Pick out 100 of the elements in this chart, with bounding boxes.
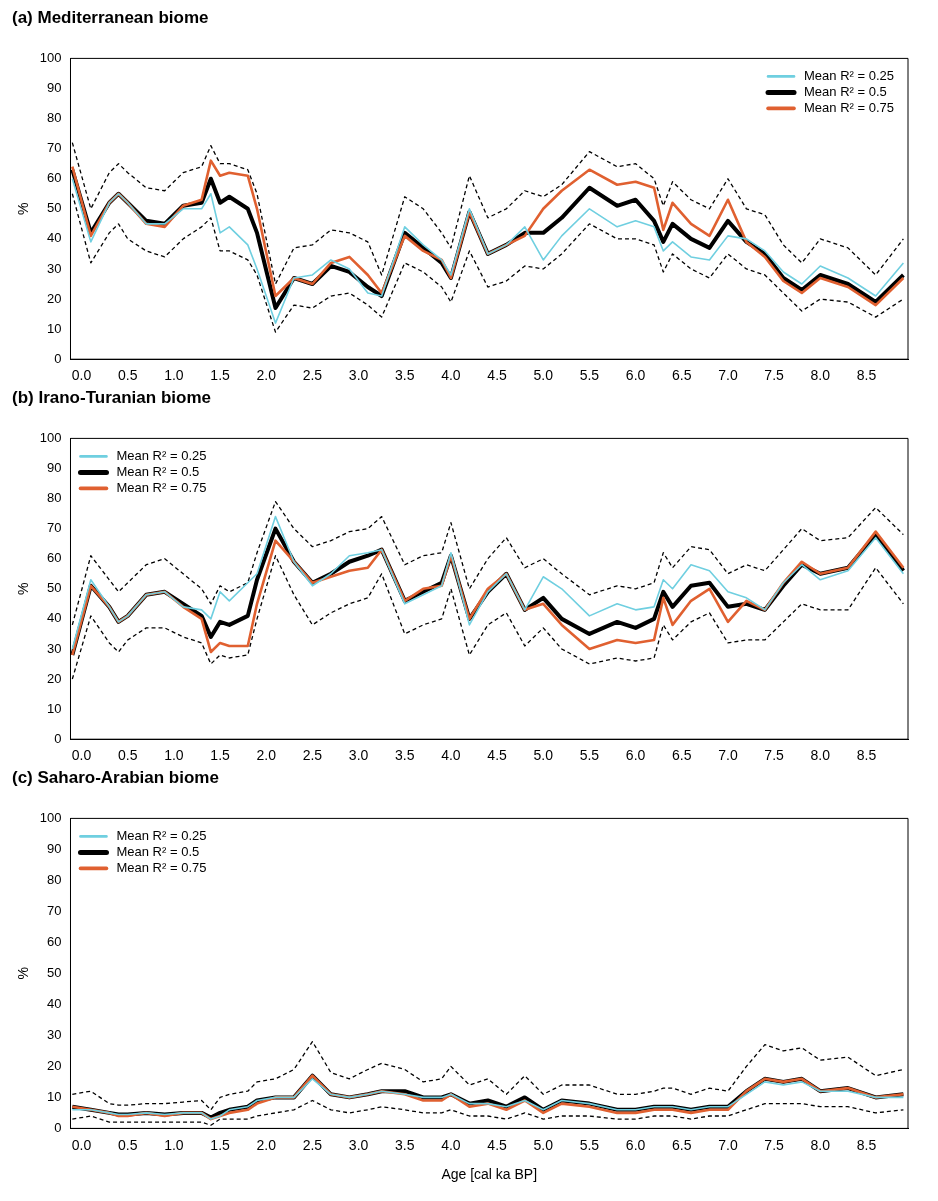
x-tick-label: 4.5 <box>487 367 508 384</box>
y-tick-label: 60 <box>47 170 62 186</box>
y-tick-label: 0 <box>54 730 62 746</box>
x-tick-label: 5.0 <box>533 367 554 384</box>
y-tick-label: 30 <box>47 260 62 276</box>
y-tick-label: 0 <box>54 350 62 366</box>
x-tick-label: 3.0 <box>348 1136 369 1153</box>
x-tick-label: 3.5 <box>395 367 415 384</box>
x-tick-label: 4.0 <box>441 1136 461 1153</box>
x-tick-label: 5.0 <box>533 1136 554 1153</box>
x-tick-label: 0.5 <box>118 367 138 384</box>
y-tick-label: 80 <box>47 490 62 506</box>
y-tick-label: 40 <box>47 610 62 626</box>
x-tick-label: 6.0 <box>625 367 646 384</box>
x-tick-label: 0.0 <box>71 367 92 384</box>
legend-label: Mean R² = 0.75 <box>116 479 207 495</box>
x-tick-label: 1.0 <box>164 1136 184 1153</box>
x-tick-label: 1.0 <box>164 367 184 384</box>
x-tick-label: 2.5 <box>302 367 323 384</box>
y-tick-label: 60 <box>47 933 62 949</box>
legend-label: Mean R² = 0.75 <box>804 99 894 115</box>
legend-label: Mean R² = 0.25 <box>116 447 207 463</box>
x-tick-label: 2.0 <box>256 1136 277 1153</box>
x-tick-label: 5.5 <box>579 1136 600 1153</box>
x-tick-label: 4.5 <box>487 1136 508 1153</box>
x-tick-label: 5.5 <box>579 367 600 384</box>
x-tick-label: 8.5 <box>856 1136 877 1153</box>
x-axis-title: Age [cal ka BP] <box>441 1166 538 1183</box>
y-tick-label: 50 <box>47 964 62 980</box>
y-tick-label: 90 <box>47 460 62 476</box>
y-tick-label: 20 <box>47 1057 62 1073</box>
x-tick-label: 7.5 <box>764 1136 785 1153</box>
y-tick-label: 90 <box>47 80 62 96</box>
y-tick-label: 0 <box>54 1119 62 1135</box>
y-tick-label: 20 <box>47 290 62 306</box>
y-tick-label: 60 <box>47 550 62 566</box>
x-tick-label: 7.0 <box>718 747 738 764</box>
y-tick-label: 20 <box>47 670 62 686</box>
x-tick-label: 8.0 <box>810 367 831 384</box>
legend-label: Mean R² = 0.5 <box>116 463 200 479</box>
y-tick-label: 50 <box>47 580 62 596</box>
x-tick-label: 2.0 <box>256 747 277 764</box>
y-tick-label: 70 <box>47 520 62 536</box>
y-tick-label: 90 <box>47 840 62 856</box>
x-tick-label: 2.5 <box>302 1136 323 1153</box>
x-tick-label: 1.5 <box>210 1136 231 1153</box>
x-tick-label: 1.5 <box>210 367 231 384</box>
x-tick-label: 6.5 <box>672 747 692 764</box>
x-tick-label: 5.5 <box>579 747 600 764</box>
y-tick-label: 80 <box>47 871 62 887</box>
legend-label: Mean R² = 0.5 <box>116 843 200 859</box>
x-tick-label: 4.5 <box>487 747 508 764</box>
x-tick-label: 3.5 <box>395 747 415 764</box>
y-axis-title: % <box>15 202 32 216</box>
y-tick-label: 80 <box>47 110 62 126</box>
x-tick-label: 6.5 <box>672 1136 692 1153</box>
x-tick-label: 7.0 <box>718 1136 738 1153</box>
x-tick-label: 6.5 <box>672 367 692 384</box>
x-tick-label: 3.5 <box>395 1136 415 1153</box>
legend-label: Mean R² = 0.75 <box>116 859 207 875</box>
y-tick-label: 50 <box>47 200 62 216</box>
x-tick-label: 1.5 <box>210 747 231 764</box>
x-tick-label: 4.0 <box>441 367 461 384</box>
x-tick-label: 4.0 <box>441 747 461 764</box>
chart-title: (a) Mediterranean biome <box>12 7 209 27</box>
x-tick-label: 7.0 <box>718 367 738 384</box>
x-tick-label: 8.0 <box>810 1136 831 1153</box>
y-tick-label: 100 <box>39 429 62 445</box>
y-tick-label: 30 <box>47 1026 62 1042</box>
y-tick-label: 100 <box>39 49 62 65</box>
x-tick-label: 5.0 <box>533 747 554 764</box>
y-tick-label: 40 <box>47 995 62 1011</box>
y-tick-label: 10 <box>47 700 62 716</box>
y-tick-label: 100 <box>39 809 62 825</box>
x-tick-label: 1.0 <box>164 747 184 764</box>
x-tick-label: 8.5 <box>856 747 877 764</box>
x-tick-label: 2.0 <box>256 367 277 384</box>
chart-title: (b) Irano-Turanian biome <box>12 387 211 407</box>
chart-title: (c) Saharo-Arabian biome <box>12 767 219 787</box>
legend-label: Mean R² = 0.25 <box>804 67 894 83</box>
x-tick-label: 7.5 <box>764 367 785 384</box>
x-tick-label: 0.5 <box>118 1136 138 1153</box>
x-tick-label: 6.0 <box>625 747 646 764</box>
x-tick-label: 6.0 <box>625 1136 646 1153</box>
y-tick-label: 70 <box>47 902 62 918</box>
x-tick-label: 8.0 <box>810 747 831 764</box>
y-tick-label: 70 <box>47 140 62 156</box>
y-tick-label: 30 <box>47 640 62 656</box>
y-axis-title: % <box>15 582 32 596</box>
legend-label: Mean R² = 0.5 <box>804 83 887 99</box>
y-tick-label: 10 <box>47 1088 62 1104</box>
x-tick-label: 0.0 <box>71 747 92 764</box>
x-tick-label: 3.0 <box>348 367 369 384</box>
x-tick-label: 0.0 <box>71 1136 92 1153</box>
x-tick-label: 7.5 <box>764 747 785 764</box>
x-tick-label: 0.5 <box>118 747 138 764</box>
y-tick-label: 40 <box>47 230 62 246</box>
y-axis-title: % <box>15 967 32 980</box>
x-tick-label: 3.0 <box>348 747 369 764</box>
legend-label: Mean R² = 0.25 <box>116 827 207 843</box>
